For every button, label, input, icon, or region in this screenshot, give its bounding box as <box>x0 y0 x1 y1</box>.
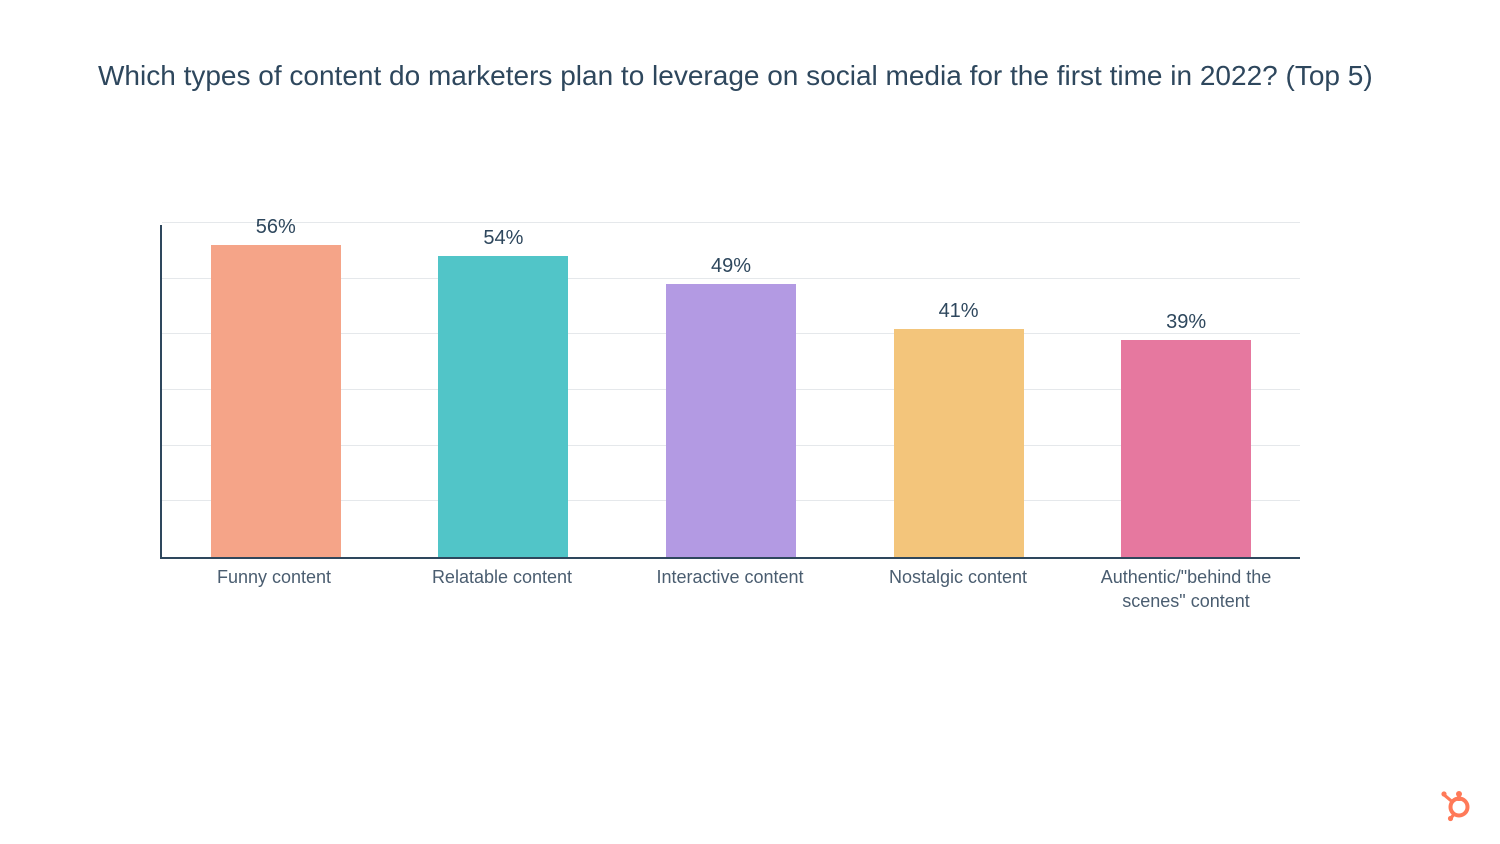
bar <box>894 329 1024 557</box>
x-axis-label: Funny content <box>160 565 388 614</box>
bar-value-label: 41% <box>845 300 1073 323</box>
bar <box>211 245 341 557</box>
bar-value-label: 39% <box>1072 311 1300 334</box>
bar <box>438 256 568 557</box>
x-axis-label: Nostalgic content <box>844 565 1072 614</box>
bar-value-label: 49% <box>617 255 845 278</box>
bar <box>666 284 796 557</box>
hubspot-logo-icon <box>1440 790 1470 822</box>
bar-group: 49% <box>617 225 845 557</box>
bar-value-label: 56% <box>162 216 390 239</box>
bar-group: 39% <box>1072 225 1300 557</box>
bar-group: 54% <box>390 225 618 557</box>
bar <box>1121 340 1251 557</box>
x-axis-label: Interactive content <box>616 565 844 614</box>
chart-container: Which types of content do marketers plan… <box>0 0 1500 844</box>
x-axis-label: Authentic/"behind the scenes" content <box>1072 565 1300 614</box>
chart-title: Which types of content do marketers plan… <box>98 58 1440 94</box>
bar-group: 56% <box>162 225 390 557</box>
bar-value-label: 54% <box>390 227 618 250</box>
bar-group: 41% <box>845 225 1073 557</box>
x-axis-label: Relatable content <box>388 565 616 614</box>
x-axis-labels: Funny contentRelatable contentInteractiv… <box>160 565 1300 614</box>
chart-plot-area: 56%54% 49%41%39% <box>160 225 1300 559</box>
bars-group: 56%54% 49%41%39% <box>162 225 1300 557</box>
